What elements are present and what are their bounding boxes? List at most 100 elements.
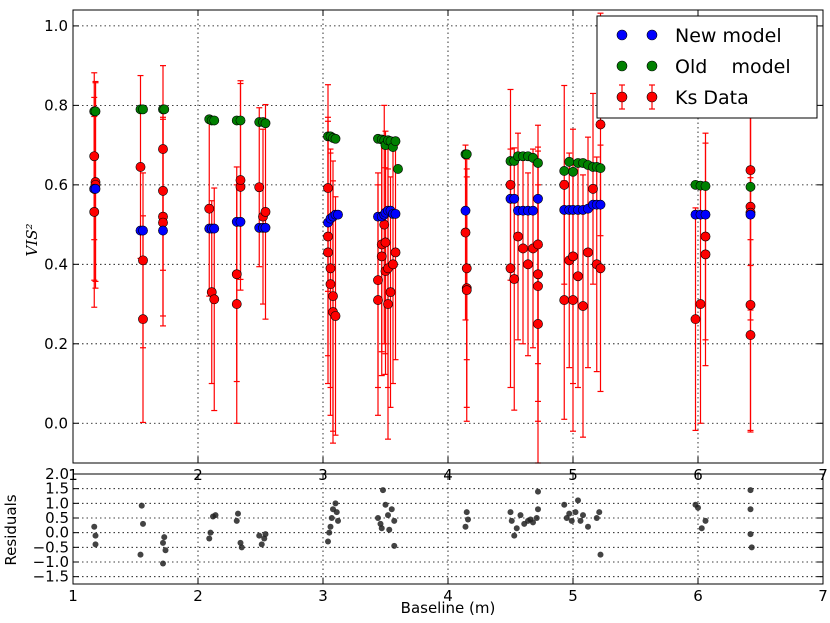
ks-data-point	[383, 299, 393, 309]
new-model-point	[745, 209, 756, 220]
residual-point	[388, 506, 395, 513]
ks-data-point	[376, 251, 387, 262]
residual-point	[597, 551, 604, 558]
new-model-point	[700, 209, 711, 220]
old-model-point	[564, 156, 575, 167]
ks-data-point	[559, 179, 570, 190]
residuals-xtick-label: 7	[818, 587, 828, 605]
residuals-ytick-label: 1.0	[45, 494, 69, 512]
ks-data-point	[231, 299, 242, 309]
residual-point	[530, 519, 536, 526]
main-ytick-label: 1.0	[44, 17, 68, 35]
residuals-ytick-label: 2.0	[45, 465, 69, 483]
residual-point	[462, 523, 469, 530]
new-model-point	[138, 225, 148, 236]
ks-data-point	[323, 183, 333, 193]
ks-data-point	[138, 314, 148, 325]
residuals-points	[91, 487, 755, 567]
ks-data-point	[745, 165, 756, 176]
ks-data-point	[700, 231, 711, 242]
ks-data-point	[89, 206, 100, 217]
new-model-point	[533, 193, 543, 204]
residuals-ytick-label: 0.5	[45, 509, 69, 527]
ks-data-point	[523, 259, 533, 270]
legend-item-ks-data: Ks Data	[616, 84, 749, 110]
residuals-ytick-label: −0.5	[33, 538, 69, 556]
ks-data-point	[588, 183, 598, 194]
ks-data-point	[745, 299, 756, 310]
old-model-point	[235, 115, 246, 126]
main-y-axis-label: VIS²	[23, 223, 41, 256]
residual-point	[747, 506, 754, 513]
residual-point	[566, 510, 573, 517]
ks-data-point	[390, 247, 401, 258]
new-model-point	[460, 205, 471, 216]
ks-data-point	[509, 274, 520, 284]
ks-data-point	[460, 227, 471, 238]
ks-data-point	[568, 295, 578, 305]
ks-data-point	[325, 263, 336, 274]
new-model-point	[528, 205, 538, 216]
residual-point	[207, 529, 214, 536]
residual-point	[333, 509, 340, 516]
residual-point	[463, 509, 470, 516]
ks-data-point	[595, 119, 606, 130]
residual-point	[747, 531, 754, 538]
ks-data-point	[89, 151, 100, 162]
residual-point	[325, 538, 331, 545]
residual-point	[702, 517, 709, 524]
ks-data-point	[583, 247, 593, 258]
main-ticks	[72, 10, 824, 463]
ks-data-point	[260, 206, 271, 217]
ks-data-point	[573, 271, 583, 282]
legend-marker-old-model-left	[616, 60, 628, 72]
ks-data-point	[505, 263, 516, 274]
x-axis-label: Baseline (m)	[401, 599, 496, 617]
residual-point	[262, 531, 269, 538]
residuals-ticks	[72, 473, 824, 584]
residual-point	[517, 512, 524, 519]
residuals-ytick-label: −1.0	[33, 553, 69, 571]
main-points	[89, 104, 756, 340]
residual-point	[328, 515, 335, 521]
old-model-point	[559, 166, 570, 176]
old-model-point	[745, 181, 756, 192]
residual-point	[326, 529, 333, 536]
ks-data-point	[533, 319, 543, 329]
residual-point	[385, 512, 391, 519]
new-model-point	[390, 208, 401, 219]
residuals-ytick-label: 0.0	[45, 524, 69, 542]
ks-data-point	[323, 231, 333, 242]
residual-point	[160, 560, 166, 567]
old-model-point	[209, 115, 220, 126]
residual-point	[533, 515, 540, 521]
residual-point	[535, 506, 541, 513]
residual-point	[511, 532, 518, 539]
ks-data-point	[388, 259, 398, 270]
ks-data-point	[595, 263, 606, 274]
new-model-point	[509, 193, 520, 204]
residual-point	[91, 523, 98, 530]
old-model-point	[595, 163, 606, 174]
residual-point	[378, 525, 385, 532]
residual-point	[375, 515, 381, 521]
ks-data-point	[138, 255, 148, 266]
ks-data-point	[578, 301, 588, 311]
ks-data-point	[325, 279, 336, 290]
new-model-point	[333, 209, 343, 220]
residual-point	[572, 509, 579, 516]
residuals-ytick-label: 1.5	[45, 480, 69, 498]
residual-point	[593, 515, 600, 521]
legend-marker-ks-data-right	[646, 91, 658, 103]
residual-point	[258, 541, 265, 548]
ks-data-point	[373, 275, 383, 286]
residual-point	[161, 534, 168, 541]
ks-data-point	[235, 175, 246, 185]
ks-data-point	[533, 239, 543, 250]
new-model-point	[260, 222, 271, 233]
residuals-xtick-label: 5	[568, 587, 578, 605]
legend-marker-new-model-right	[646, 29, 658, 41]
ks-data-point	[209, 294, 220, 305]
ks-data-point	[231, 269, 242, 280]
residual-point	[140, 520, 146, 527]
